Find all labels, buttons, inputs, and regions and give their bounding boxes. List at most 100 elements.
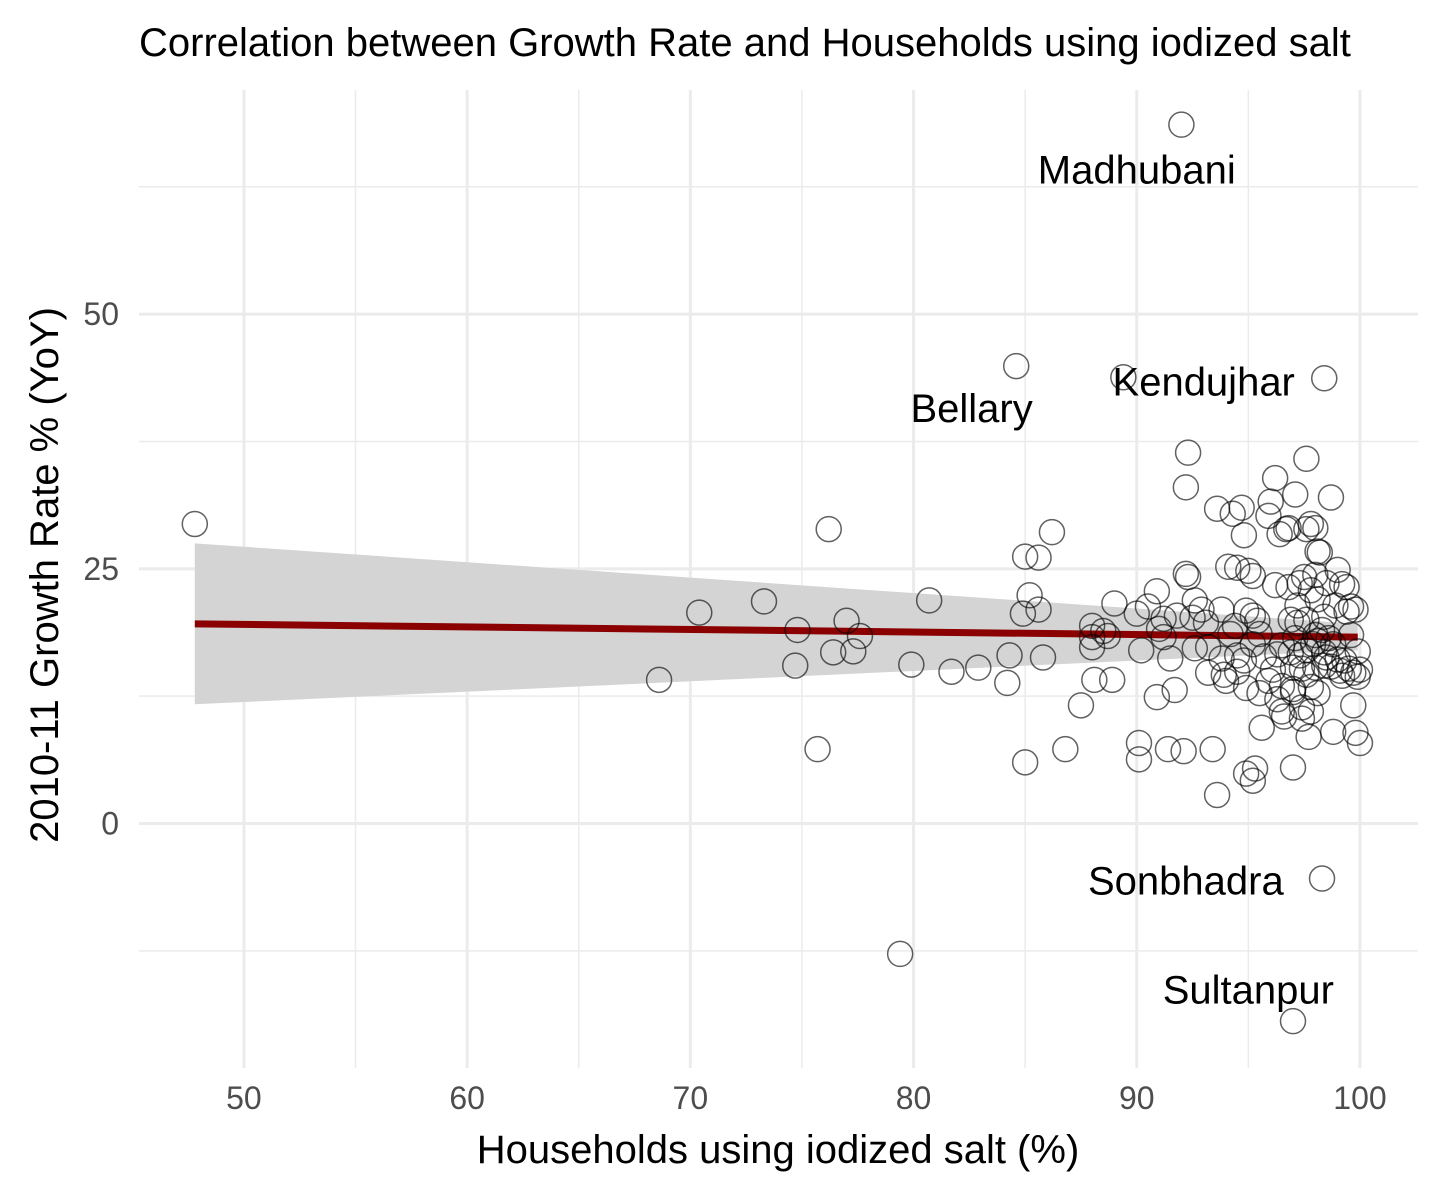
data-point [784,616,811,644]
data-point [1143,577,1171,605]
data-point [1052,735,1079,763]
x-tick-label: 50 [226,1080,262,1116]
regression-line [194,620,1358,641]
data-point [1328,662,1356,690]
data-point [1335,655,1363,682]
data-point [1239,562,1267,590]
data-point [1342,719,1369,747]
data-point [1181,635,1209,662]
data-point [1248,714,1276,741]
x-tick-label: 80 [896,1080,932,1116]
chart-title: Correlation between Growth Rate and Hous… [139,21,1351,65]
data-point [1324,646,1351,673]
data-point [804,735,831,763]
data-point [1333,573,1360,601]
data-point [686,599,713,626]
data-point [1156,645,1184,672]
data-point [781,652,809,679]
data-point [1038,518,1066,546]
data-point [1304,586,1331,613]
data-point [1181,587,1209,614]
data-point [1025,544,1052,571]
data-point [1228,494,1255,521]
data-point [938,658,965,685]
point-label: Sonbhadra [1088,860,1284,904]
data-point [1217,620,1244,648]
x-axis-title: Households using iodized salt (%) [477,1128,1080,1172]
data-point [965,654,992,681]
data-point [1337,593,1365,620]
data-point [1232,597,1260,624]
data-point [1232,760,1260,787]
data-point [886,940,914,968]
data-point [1029,644,1057,671]
data-point [1194,634,1222,661]
data-point [1255,667,1282,695]
data-point [1241,755,1269,782]
data-point [1342,596,1369,623]
data-point [1127,637,1155,664]
data-point [1067,692,1095,719]
data-point [1223,642,1251,669]
data-point [1239,767,1267,794]
data-point [1172,474,1200,501]
data-point [1009,600,1037,627]
data-point [1230,521,1258,549]
data-point [1293,445,1320,473]
data-point [1188,596,1215,623]
data-point [1306,539,1334,566]
data-point [1279,1007,1307,1035]
data-point [1016,582,1043,609]
data-point [1279,754,1307,781]
data-point [1317,484,1345,511]
data-point [1090,617,1117,645]
data-point [994,669,1021,697]
data-point [840,638,867,665]
point-label: Bellary [910,387,1032,431]
data-points [181,111,1374,1035]
point-label: Kendujhar [1113,360,1295,404]
data-point [181,510,209,538]
point-label: Madhubani [1038,148,1236,192]
data-point [1284,592,1311,619]
data-point [1308,616,1336,644]
data-point [1219,500,1246,528]
data-point [1281,481,1309,508]
x-tick-label: 60 [449,1080,485,1116]
data-point [1293,606,1320,633]
data-point [1264,685,1291,713]
data-point [815,515,842,543]
x-tick-label: 90 [1119,1080,1155,1116]
data-point [1125,746,1153,773]
data-point [1324,556,1351,584]
data-point [1161,676,1188,704]
data-point [1257,488,1284,515]
data-point [1297,510,1325,538]
data-point [1221,612,1249,640]
data-point [1094,622,1121,650]
data-point [1212,667,1240,695]
data-point [1143,683,1171,711]
data-point [1150,605,1177,632]
data-point [1288,655,1316,682]
y-tick-label: 25 [83,551,119,587]
data-point [1098,666,1126,694]
data-point [1275,573,1302,601]
data-point [1290,563,1318,591]
x-tick-label: 100 [1333,1080,1386,1116]
grid [139,90,1418,1068]
data-point [1025,596,1052,623]
data-point [1203,781,1231,809]
data-point [1261,571,1289,599]
data-point [1311,365,1338,392]
data-point [1170,737,1197,765]
data-point [1266,520,1293,548]
x-axis-ticks: 50 60 70 80 90 100 [226,1080,1387,1116]
data-point [1259,656,1287,683]
data-point [1297,698,1325,725]
data-point [996,642,1023,669]
data-point [1270,703,1298,730]
data-point [1328,570,1356,598]
data-point [1311,603,1338,630]
data-point [819,639,847,666]
